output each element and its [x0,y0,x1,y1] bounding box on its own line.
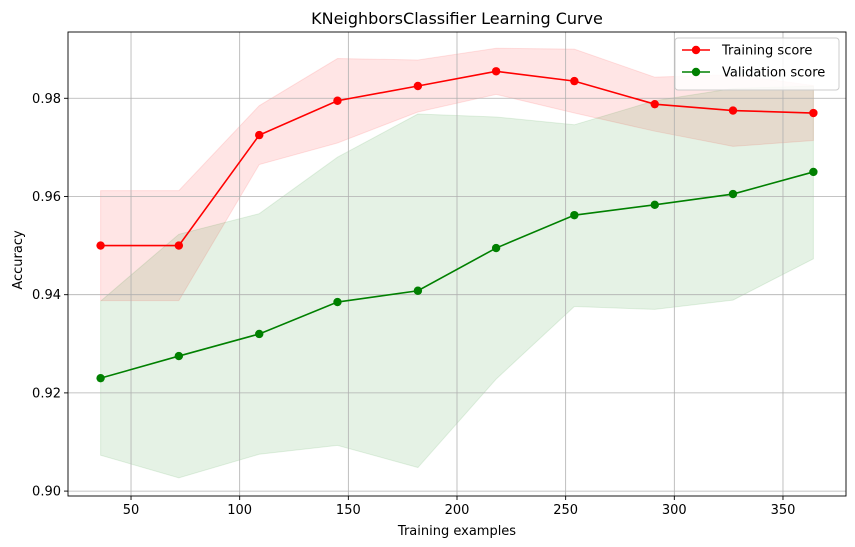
series-0-line [100,70,814,247]
x-tick-label: 300 [662,503,687,518]
series-0-point [333,96,342,105]
series-0-point [96,241,105,250]
series-0-point [570,76,579,86]
series-0-point [413,81,423,91]
series-1-point [570,210,579,220]
series-1-point [255,329,264,339]
y-tick-label: 0.90 [32,485,61,500]
series-0-point [255,130,264,140]
series-1-point [728,189,738,199]
y-tick-label: 0.96 [32,190,61,205]
series-1-point [333,297,342,307]
legend-box [674,37,840,91]
x-tick-label: 250 [553,503,578,518]
y-axis-label: Accuracy [11,230,26,290]
legend: Training score Validation score [674,37,840,91]
chart-title: KNeighborsClassifier Learning Curve [311,9,603,28]
y-tick-label: 0.94 [32,288,61,303]
legend-label-1: Validation score [722,66,825,81]
series-0-point [491,67,501,76]
x-tick-label: 350 [771,503,796,518]
series-0-point [728,106,738,115]
y-tick-label: 0.92 [32,386,61,401]
x-tick-label: 100 [227,503,252,518]
series-0-band [100,47,814,302]
series-1-point [174,351,184,361]
series-1-point [809,167,818,177]
x-tick-label: 150 [336,503,361,518]
series-1-point [413,286,423,295]
legend-marker-0 [691,45,701,55]
series-1-point [650,200,659,210]
series-1-line [100,171,814,379]
series-0-point [174,241,184,250]
series-0-point [650,99,659,109]
series-1-point [491,243,501,253]
x-tick-label: 200 [445,503,470,518]
legend-marker-1 [691,67,701,77]
x-axis-label: Training examples [397,524,516,539]
x-tick-label: 50 [123,503,140,518]
y-tick-label: 0.98 [32,92,61,107]
series-1-point [96,373,105,383]
legend-label-0: Training score [721,44,812,59]
series-0-point [809,108,818,118]
